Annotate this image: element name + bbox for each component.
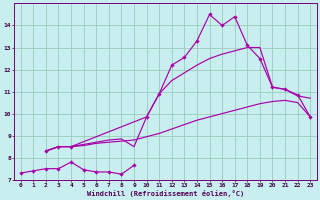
X-axis label: Windchill (Refroidissement éolien,°C): Windchill (Refroidissement éolien,°C) bbox=[87, 190, 244, 197]
